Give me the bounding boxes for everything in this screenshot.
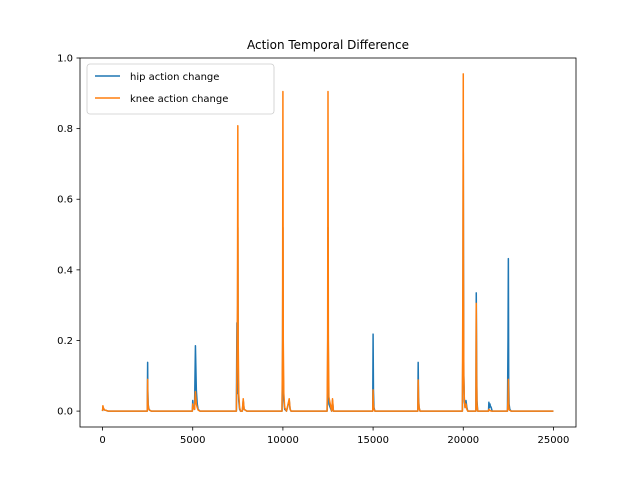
x-tick-label: 20000 <box>447 435 479 446</box>
legend-box <box>86 63 275 115</box>
y-tick-label: 0.0 <box>57 407 73 418</box>
y-tick-label: 0.6 <box>57 195 73 206</box>
y-axis: 0.0 0.2 0.4 0.6 0.8 1.0 <box>57 54 80 418</box>
y-tick-label: 0.4 <box>57 265 73 276</box>
x-tick-label: 15000 <box>357 435 389 446</box>
series-line-knee-action-change <box>101 73 554 412</box>
plot-area <box>101 73 554 412</box>
x-tick-label: 10000 <box>267 435 299 446</box>
x-axis: 0 5000 10000 15000 20000 25000 <box>99 427 569 446</box>
y-tick-label: 0.8 <box>57 124 73 135</box>
legend-label-hip-action-change: hip action change <box>130 72 219 83</box>
chart-title: Action Temporal Difference <box>247 38 409 52</box>
x-tick-label: 5000 <box>180 435 205 446</box>
axes-frame <box>79 57 577 428</box>
legend: hip action change knee action change <box>86 63 275 115</box>
legend-label-knee-action-change: knee action change <box>130 94 228 105</box>
y-tick-label: 1.0 <box>57 54 73 65</box>
x-tick-label: 25000 <box>538 435 570 446</box>
y-tick-label: 0.2 <box>57 336 73 347</box>
x-tick-label: 0 <box>99 435 105 446</box>
